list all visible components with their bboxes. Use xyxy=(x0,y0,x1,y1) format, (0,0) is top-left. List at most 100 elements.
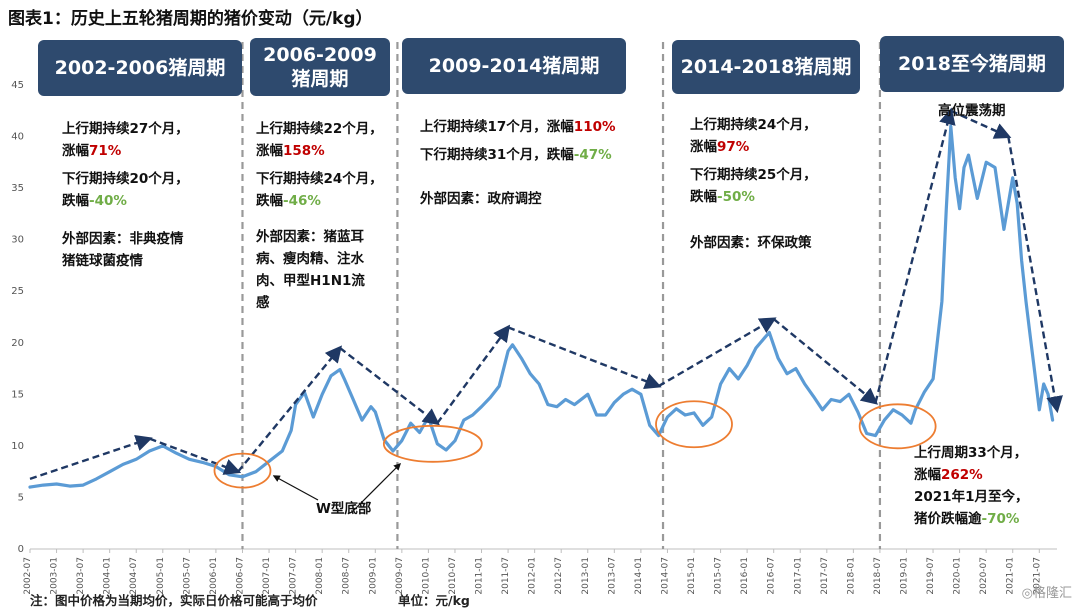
x-tick-label: 2007-01 xyxy=(262,557,272,595)
x-tick-label: 2005-01 xyxy=(156,557,166,595)
price-series xyxy=(28,124,1055,489)
c3-up-line: 上行期持续17个月，涨幅110% xyxy=(420,116,616,138)
x-tick-label: 2006-07 xyxy=(235,557,245,595)
c1-ext1: 外部因素：非典疫情 xyxy=(62,231,184,247)
c1-up-pct: 71% xyxy=(89,143,122,159)
trend-arrow xyxy=(772,318,879,405)
cycle-box-2014: 2014-2018猪周期 xyxy=(672,40,860,94)
c5-down-pct: -70% xyxy=(981,511,1020,527)
x-tick-label: 2008-01 xyxy=(315,557,325,595)
cycle-label: 2014-2018猪周期 xyxy=(680,56,852,78)
c5-up-pct: 262% xyxy=(941,467,983,483)
c4-up: 上行期持续24个月， xyxy=(690,117,817,133)
y-tick-label: 40 xyxy=(11,132,24,143)
prefix: 下行期持续31个月，跌幅 xyxy=(420,147,574,163)
watermark: ◎格隆汇 xyxy=(1022,582,1072,601)
prefix: 上行期持续17个月，涨幅 xyxy=(420,119,574,135)
c2-up-pct: 158% xyxy=(283,143,325,159)
x-tick-label: 2020-07 xyxy=(979,557,989,595)
x-tick-label: 2008-07 xyxy=(342,557,352,595)
price-line xyxy=(28,124,1055,489)
x-tick-label: 2004-07 xyxy=(129,557,139,595)
footer-note: 注：图中价格为当期均价，实际日价格可能高于均价 xyxy=(30,593,318,608)
x-tick-label: 2016-07 xyxy=(767,557,777,595)
y-tick-label: 10 xyxy=(11,441,24,452)
x-tick-label: 2009-01 xyxy=(368,557,378,595)
x-tick-label: 2004-01 xyxy=(103,557,113,595)
x-tick-label: 2007-07 xyxy=(289,557,299,595)
x-tick-label: 2018-07 xyxy=(873,557,883,595)
y-tick-label: 15 xyxy=(11,389,24,400)
c5-peak-label: 高位震荡期 xyxy=(938,103,1006,119)
c1-ext2: 猪链球菌疫情 xyxy=(62,253,143,269)
cycle4-notes: 上行期持续24个月， 涨幅97% 下行期持续25个月， 跌幅-50% 外部因素：… xyxy=(690,114,817,254)
cycle-box-2002: 2002-2006猪周期 xyxy=(38,40,242,96)
c5-since: 2021年1月至今， xyxy=(914,489,1029,505)
w-pointer-arrow xyxy=(351,462,402,513)
c2-ext2: 病、瘦肉精、注水 xyxy=(256,251,364,267)
x-tick-label: 2018-01 xyxy=(846,557,856,595)
c4-down-pct-line: 跌幅-50% xyxy=(690,186,817,208)
prefix: 涨幅 xyxy=(62,143,89,159)
c2-ext1: 外部因素：猪蓝耳 xyxy=(256,229,364,245)
trend-arrow xyxy=(149,437,242,475)
c2-down-pct-line: 跌幅-46% xyxy=(256,190,383,212)
bottom-ellipse xyxy=(382,424,483,463)
cycle-label: 2002-2006猪周期 xyxy=(54,57,226,79)
x-tick-label: 2019-07 xyxy=(926,557,936,595)
trend-arrow xyxy=(1007,136,1063,414)
x-tick-label: 2003-01 xyxy=(50,557,60,595)
x-tick-label: 2006-01 xyxy=(209,557,219,595)
prefix: 涨幅 xyxy=(256,143,283,159)
trend-arrow xyxy=(237,345,343,473)
c3-up-pct: 110% xyxy=(573,119,616,135)
x-tick-label: 2011-01 xyxy=(475,557,485,595)
c2-ext3: 肉、甲型H1N1流 xyxy=(256,273,365,289)
w-bottom-label: W型底部 xyxy=(316,501,372,517)
c3-ext: 外部因素：政府调控 xyxy=(420,191,542,207)
cycle1-notes: 上行期持续27个月， 涨幅71% 下行期持续20个月， 跌幅-40% 外部因素：… xyxy=(62,118,189,272)
x-tick-label: 2003-07 xyxy=(76,557,86,595)
axes: 0 5 10 15 20 25 30 35 40 45 2002-07 2003-01 2003-07 2… xyxy=(11,80,1057,595)
x-tick-label: 2002-07 xyxy=(23,557,33,595)
trend-arrow xyxy=(339,346,440,426)
x-tick-label: 2015-01 xyxy=(687,557,697,595)
c3-down-line: 下行期持续31个月，跌幅-47% xyxy=(420,144,616,166)
x-tick-label: 2013-01 xyxy=(581,557,591,595)
c4-down: 下行期持续25个月， xyxy=(690,167,817,183)
x-tick-label: 2013-07 xyxy=(607,557,617,595)
bottom-ellipse xyxy=(858,403,937,450)
prefix: 跌幅 xyxy=(62,193,89,209)
trend-arrow xyxy=(657,317,777,388)
bottom-ellipse xyxy=(213,452,272,489)
x-tick-label: 2010-01 xyxy=(421,557,431,595)
y-tick-label: 25 xyxy=(11,286,24,297)
y-tick-label: 0 xyxy=(18,544,24,555)
c1-up-pct-line: 涨幅71% xyxy=(62,140,189,162)
c1-down-pct: -40% xyxy=(89,193,127,209)
x-tick-label: 2017-01 xyxy=(793,557,803,595)
trend-arrow xyxy=(874,107,956,403)
prefix: 涨幅 xyxy=(914,467,941,483)
x-tick-label: 2012-01 xyxy=(528,557,538,595)
prefix: 猪价跌幅逾 xyxy=(914,511,982,527)
y-tick-label: 20 xyxy=(11,338,24,349)
x-tick-label: 2012-07 xyxy=(554,557,564,595)
chart-title: 图表1：历史上五轮猪周期的猪价变动（元/kg） xyxy=(8,9,373,29)
x-tick-label: 2005-07 xyxy=(182,557,192,595)
c3-down-pct: -47% xyxy=(573,147,612,163)
y-tick-label: 45 xyxy=(11,80,24,91)
c4-down-pct: -50% xyxy=(717,189,755,205)
bottom-ellipse xyxy=(655,400,733,449)
trend-arrow xyxy=(507,326,662,390)
x-tick-label: 2021-01 xyxy=(1006,557,1016,595)
x-tick-label: 2011-07 xyxy=(501,557,511,595)
watermark-text: 格隆汇 xyxy=(1032,586,1072,601)
cycle-label: 2006-2009 猪周期 xyxy=(263,44,377,90)
trend-arrows xyxy=(29,107,1063,513)
c5-up: 上行周期33个月， xyxy=(914,445,1028,461)
x-tick-label: 2016-01 xyxy=(740,557,750,595)
cycle2-notes: 上行期持续22个月， 涨幅158% 下行期持续24个月， 跌幅-46% 外部因素… xyxy=(256,118,383,314)
cycle5-notes: 上行周期33个月， 涨幅262% 2021年1月至今， 猪价跌幅逾-70% xyxy=(914,442,1028,530)
